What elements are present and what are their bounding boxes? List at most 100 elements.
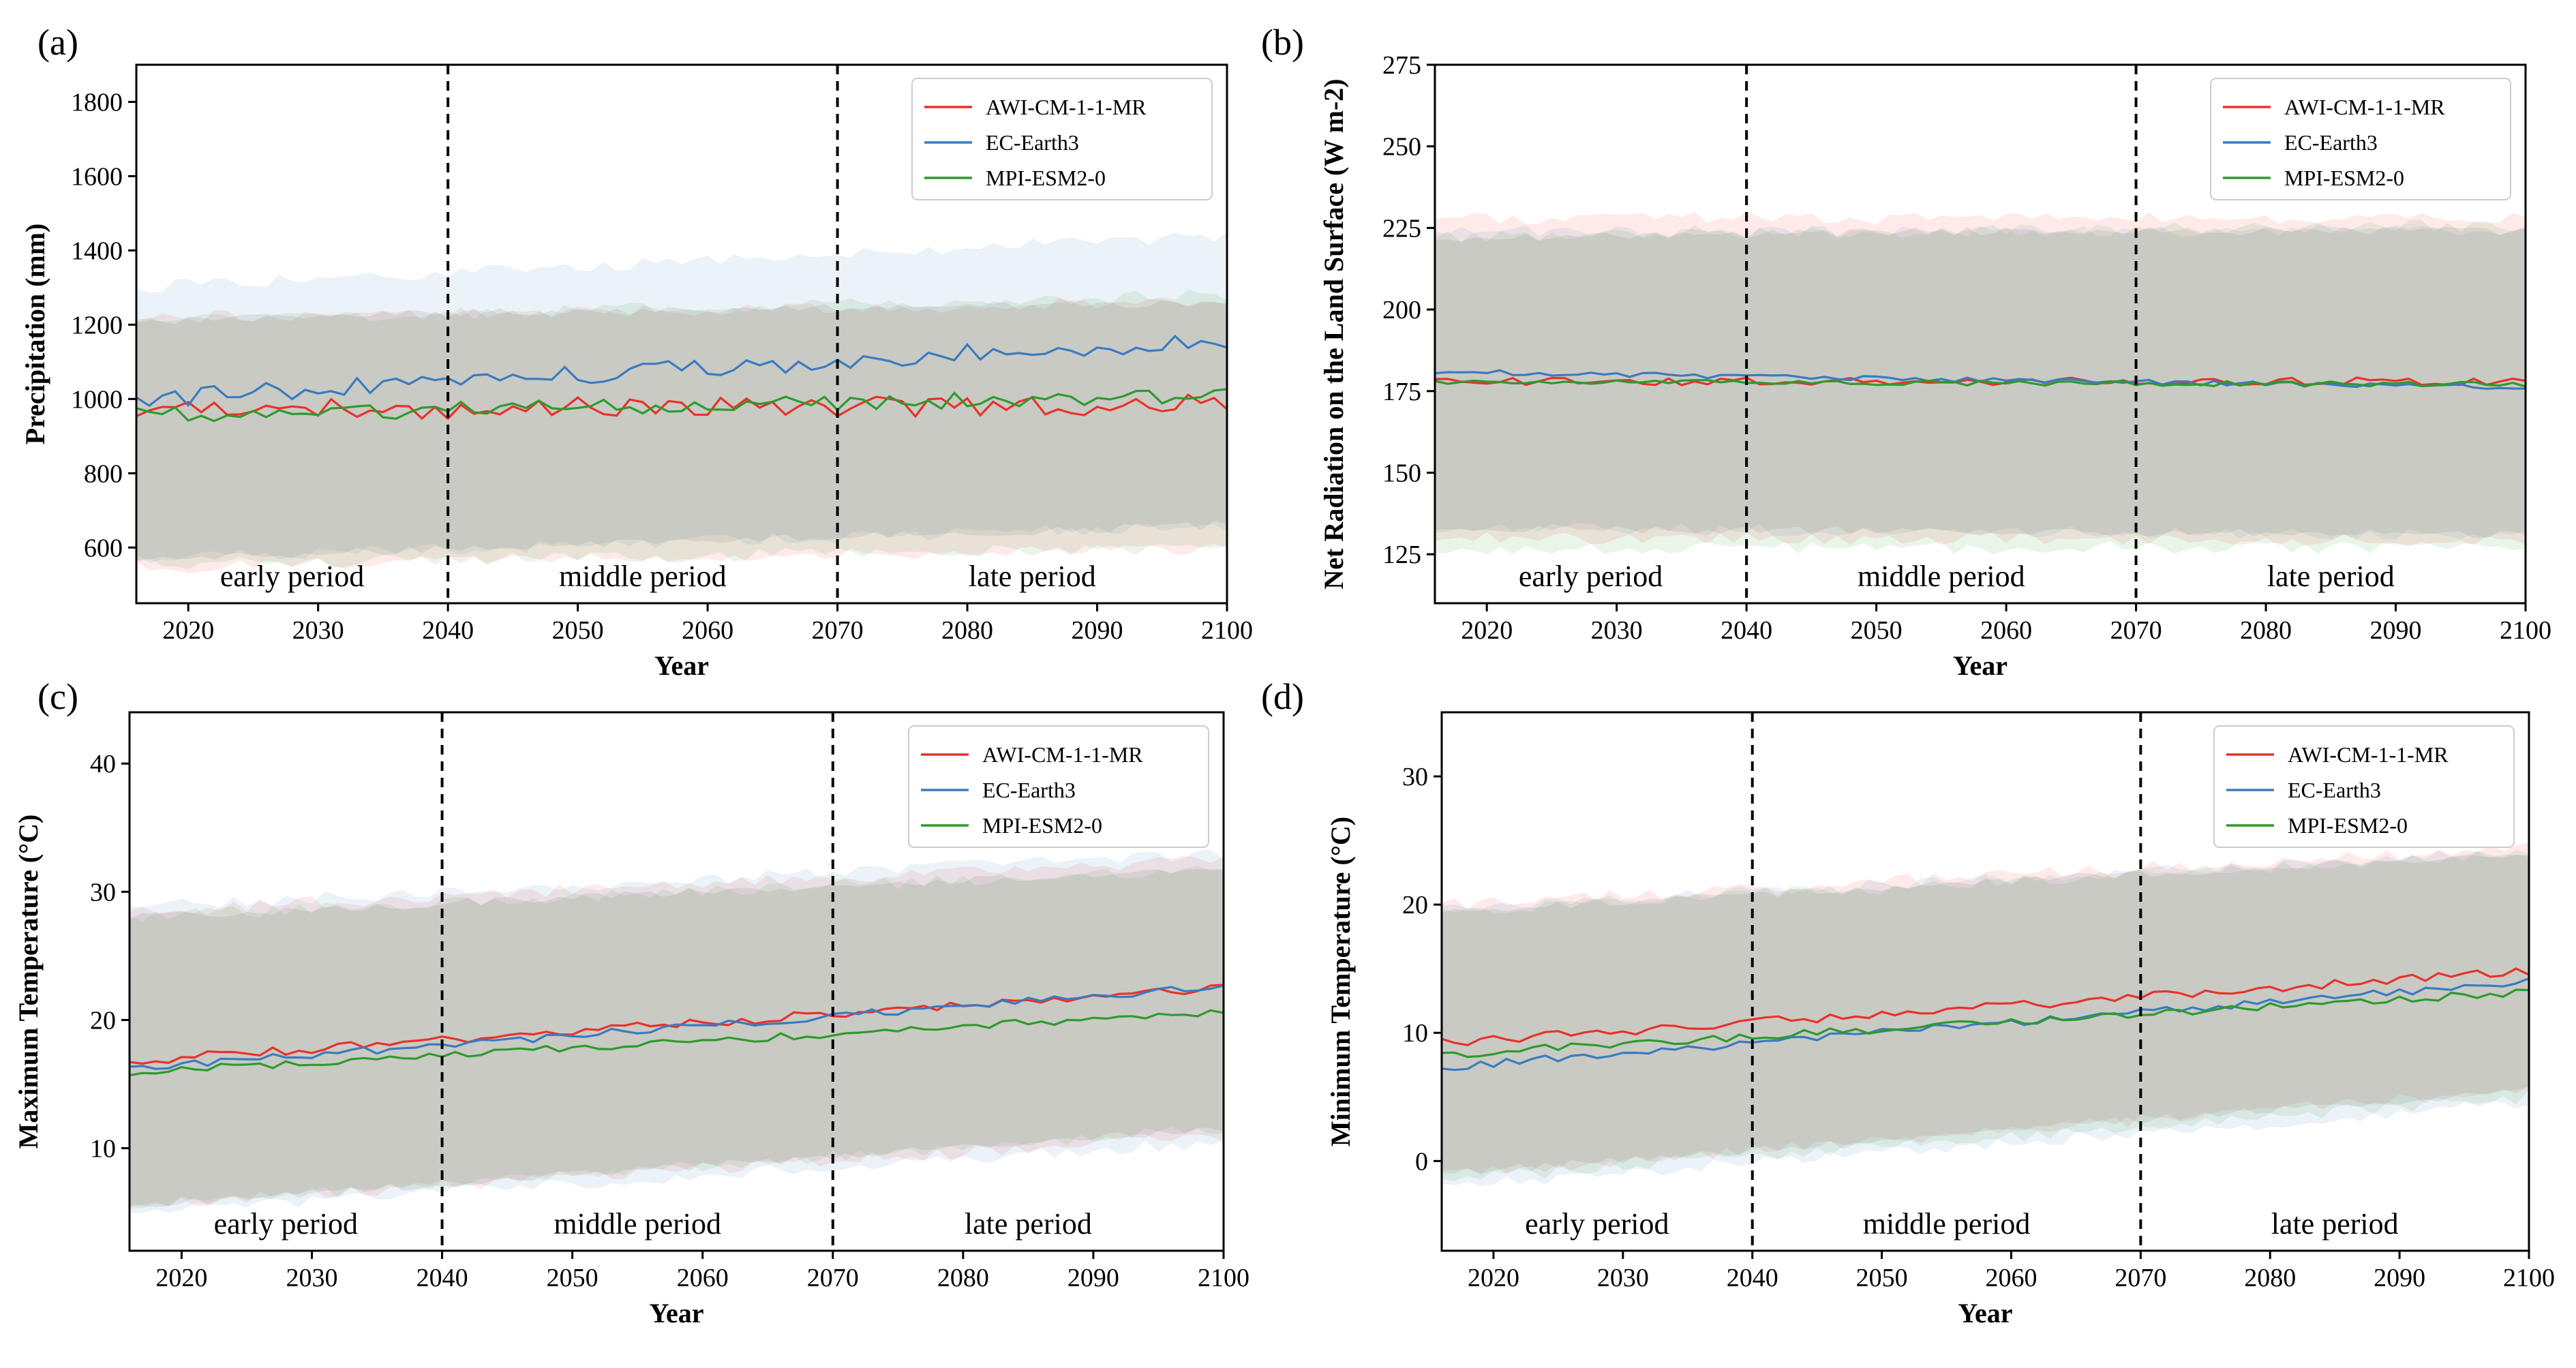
y-axis-label: Maximum Temperature (°C): [13, 815, 44, 1149]
axes-frame: [128, 711, 1225, 1252]
panel-letter: (a): [37, 22, 78, 63]
period-label: early period: [220, 560, 364, 593]
x-tick-label: 2050: [1856, 1264, 1908, 1292]
y-tick-label: 1200: [71, 311, 123, 339]
x-tick-label: 2100: [2500, 616, 2551, 645]
x-tick-label: 2090: [2374, 1264, 2425, 1292]
series-line-mpi-esm2-0: [136, 388, 1227, 423]
x-tick-label: 2060: [1985, 1264, 2037, 1292]
period-label: early period: [1525, 1207, 1669, 1241]
y-tick-label: 30: [90, 878, 116, 907]
y-tick-label: 150: [1382, 459, 1421, 487]
legend-entry: MPI-ESM2-0: [986, 166, 1106, 190]
x-tick-label: 2090: [1067, 1264, 1119, 1292]
panel-letter: (b): [1261, 22, 1304, 63]
x-axis-label: Year: [650, 1298, 704, 1328]
y-tick-label: 800: [84, 459, 123, 488]
legend: AWI-CM-1-1-MR EC-Earth3 MPI-ESM2-0: [2213, 725, 2515, 848]
period-label: middle period: [1858, 560, 2025, 593]
legend-box: [911, 78, 1213, 200]
y-tick-label: 600: [84, 534, 123, 562]
x-tick-label: 2020: [155, 1264, 207, 1292]
y-tick-label: 0: [1415, 1147, 1428, 1176]
x-tick-label: 2050: [547, 1264, 598, 1292]
legend-entry: AWI-CM-1-1-MR: [986, 95, 1147, 119]
legend-entry: EC-Earth3: [2288, 778, 2381, 802]
x-tick-label: 2020: [1461, 616, 1513, 645]
legend: AWI-CM-1-1-MR EC-Earth3 MPI-ESM2-0: [2210, 78, 2511, 200]
y-tick-label: 10: [1402, 1019, 1428, 1048]
legend-entry: EC-Earth3: [986, 130, 1079, 155]
band-mpi-esm2-0: [130, 866, 1224, 1209]
plot-area: [1442, 842, 2529, 1187]
series-line-mpi-esm2-0: [1435, 379, 2526, 388]
legend: AWI-CM-1-1-MR EC-Earth3 MPI-ESM2-0: [908, 725, 1209, 848]
x-tick-label: 2070: [807, 1264, 859, 1292]
period-label: middle period: [1863, 1207, 2031, 1241]
x-tick-label: 2050: [552, 616, 604, 645]
x-tick-label: 2100: [2503, 1264, 2555, 1292]
plot-area: [130, 849, 1224, 1213]
y-tick-label: 1000: [71, 385, 123, 414]
x-tick-label: 2090: [1072, 616, 1123, 645]
band-awi-cm-1-1-mr: [136, 299, 1227, 573]
legend-entry: EC-Earth3: [2284, 130, 2378, 155]
y-tick-label: 30: [1402, 763, 1428, 791]
legend-entry: AWI-CM-1-1-MR: [2288, 742, 2449, 767]
period-label: middle period: [554, 1207, 721, 1241]
x-tick-label: 2080: [2240, 616, 2292, 645]
y-tick-label: 125: [1382, 541, 1421, 569]
x-tick-label: 2070: [812, 616, 864, 645]
band-ec-earth3: [136, 232, 1227, 564]
band-overlap: [130, 868, 1224, 1207]
x-tick-label: 2020: [162, 616, 214, 645]
period-label: early period: [1519, 560, 1663, 593]
series-line-ec-earth3: [130, 984, 1224, 1070]
legend-box: [908, 725, 1209, 848]
y-tick-label: 275: [1382, 51, 1421, 80]
period-label: late period: [2271, 1207, 2399, 1241]
legend-entry: MPI-ESM2-0: [2288, 813, 2408, 838]
panel-d: early period middle period late period 2020…: [1261, 676, 2555, 1328]
y-tick-label: 20: [90, 1006, 116, 1035]
band-ec-earth3: [130, 849, 1224, 1213]
band-awi-cm-1-1-mr: [1442, 842, 2529, 1174]
legend-box: [2213, 725, 2515, 848]
legend-entry: MPI-ESM2-0: [982, 813, 1102, 838]
y-axis-label: Precipitation (mm): [20, 224, 50, 445]
x-tick-label: 2050: [1851, 616, 1903, 645]
legend-entry: AWI-CM-1-1-MR: [2284, 95, 2445, 119]
x-tick-label: 2060: [677, 1264, 729, 1292]
y-tick-label: 1600: [71, 162, 123, 191]
y-tick-label: 200: [1382, 296, 1421, 324]
period-label: late period: [2267, 560, 2395, 593]
band-awi-cm-1-1-mr: [1435, 211, 2526, 546]
period-label: early period: [214, 1207, 358, 1241]
plot-area: [136, 232, 1227, 573]
band-overlap: [136, 300, 1227, 561]
y-tick-label: 250: [1382, 133, 1421, 162]
panel-c: early period middle period late period2020…: [13, 676, 1249, 1328]
x-tick-label: 2060: [1980, 616, 2032, 645]
y-tick-label: 10: [90, 1135, 116, 1164]
legend-entry: AWI-CM-1-1-MR: [982, 742, 1143, 767]
x-tick-label: 2040: [1721, 616, 1772, 645]
legend-entry: MPI-ESM2-0: [2284, 166, 2404, 190]
x-tick-label: 2090: [2370, 616, 2422, 645]
x-tick-label: 2030: [286, 1264, 338, 1292]
x-tick-label: 2100: [1201, 616, 1253, 645]
axes-frame: [135, 63, 1228, 605]
period-label: late period: [969, 560, 1096, 593]
series-line-ec-earth3: [136, 334, 1227, 408]
x-tick-label: 2020: [1468, 1264, 1519, 1292]
legend-entry: EC-Earth3: [982, 778, 1076, 802]
band-ec-earth3: [1442, 851, 2529, 1187]
panel-letter: (c): [37, 676, 78, 717]
x-tick-label: 2030: [1597, 1264, 1649, 1292]
x-axis-label: Year: [1958, 1298, 2013, 1328]
x-tick-label: 2100: [1198, 1264, 1249, 1292]
band-mpi-esm2-0: [1442, 850, 2529, 1181]
period-label: late period: [965, 1207, 1092, 1241]
x-tick-label: 2080: [2244, 1264, 2296, 1292]
